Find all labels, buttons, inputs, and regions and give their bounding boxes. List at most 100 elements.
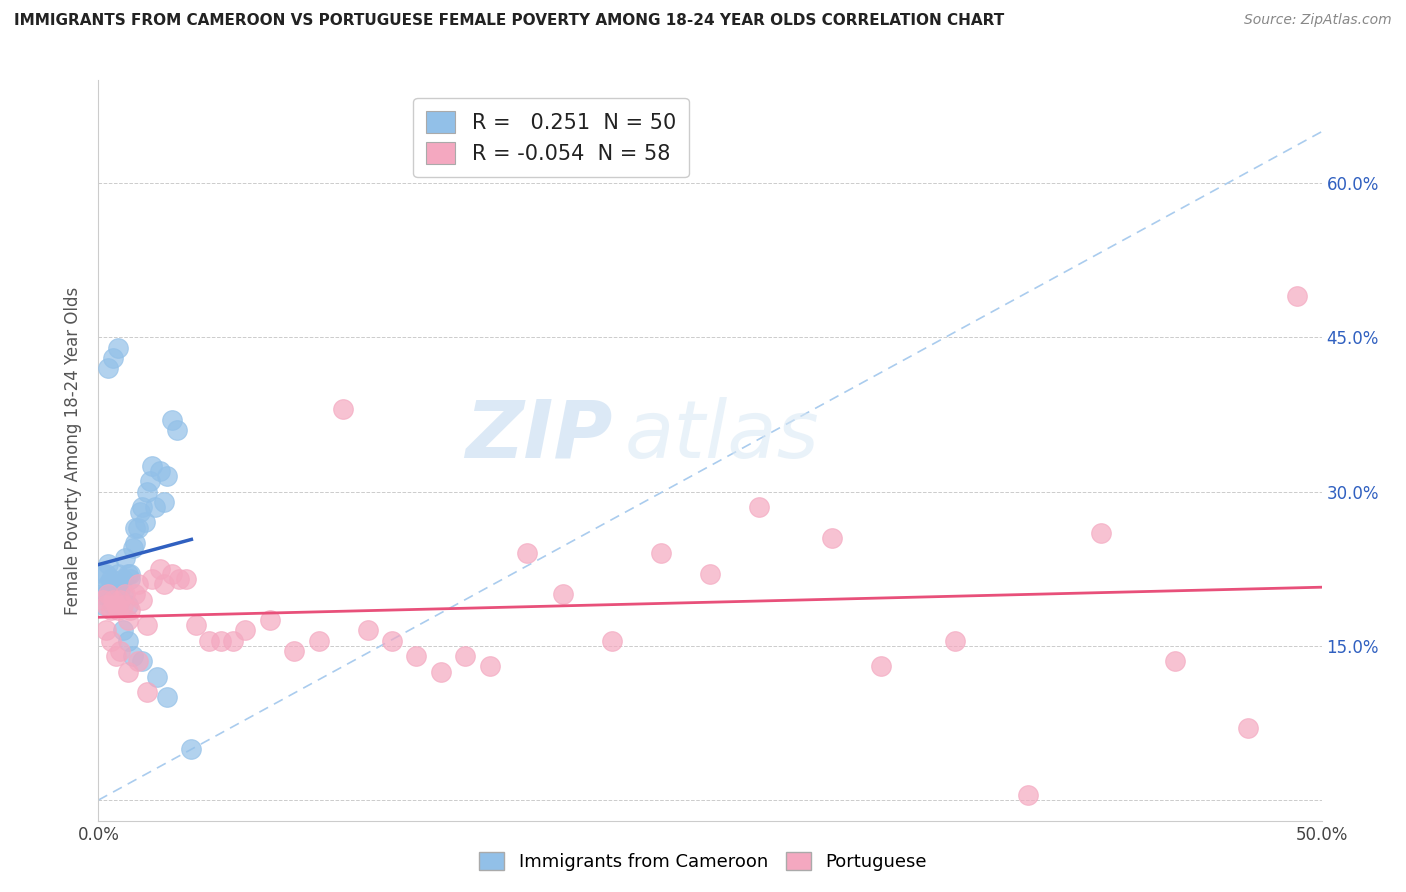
- Point: [97, 361, 120, 376]
- Point: [91, 592, 114, 607]
- Point: [107, 566, 129, 581]
- Legend: R =   0.251  N = 50, R = -0.054  N = 58: R = 0.251 N = 50, R = -0.054 N = 58: [413, 98, 689, 177]
- Point: [100, 603, 122, 617]
- Point: [515, 546, 537, 560]
- Point: [101, 351, 124, 365]
- Point: [101, 587, 124, 601]
- Point: [553, 587, 575, 601]
- Point: [233, 624, 256, 638]
- Point: [114, 587, 136, 601]
- Point: [124, 520, 146, 534]
- Point: [283, 644, 305, 658]
- Point: [197, 633, 219, 648]
- Point: [120, 566, 142, 581]
- Text: IMMIGRANTS FROM CAMEROON VS PORTUGUESE FEMALE POVERTY AMONG 18-24 YEAR OLDS CORR: IMMIGRANTS FROM CAMEROON VS PORTUGUESE F…: [14, 13, 1004, 29]
- Point: [153, 577, 176, 591]
- Point: [94, 566, 117, 581]
- Point: [101, 592, 124, 607]
- Point: [1017, 788, 1039, 802]
- Point: [121, 541, 143, 556]
- Point: [131, 592, 153, 607]
- Point: [117, 665, 139, 679]
- Point: [141, 458, 163, 473]
- Point: [124, 587, 146, 601]
- Point: [1164, 654, 1187, 668]
- Point: [166, 423, 188, 437]
- Point: [127, 577, 149, 591]
- Point: [121, 649, 143, 664]
- Point: [131, 654, 153, 668]
- Point: [141, 572, 163, 586]
- Point: [117, 566, 139, 581]
- Point: [1237, 721, 1260, 735]
- Point: [180, 741, 202, 756]
- Point: [131, 500, 153, 514]
- Point: [149, 562, 172, 576]
- Point: [117, 633, 139, 648]
- Point: [104, 577, 127, 591]
- Point: [104, 649, 127, 664]
- Point: [94, 624, 117, 638]
- Point: [332, 402, 354, 417]
- Point: [97, 557, 120, 571]
- Point: [405, 649, 427, 664]
- Point: [97, 577, 120, 591]
- Point: [101, 598, 124, 612]
- Point: [478, 659, 501, 673]
- Point: [120, 603, 142, 617]
- Point: [160, 566, 183, 581]
- Point: [110, 592, 132, 607]
- Point: [111, 587, 134, 601]
- Text: Source: ZipAtlas.com: Source: ZipAtlas.com: [1244, 13, 1392, 28]
- Point: [111, 624, 134, 638]
- Point: [124, 536, 146, 550]
- Point: [381, 633, 404, 648]
- Point: [176, 572, 198, 586]
- Point: [136, 484, 159, 499]
- Point: [1286, 289, 1309, 303]
- Point: [134, 516, 156, 530]
- Point: [91, 598, 114, 612]
- Point: [160, 412, 183, 426]
- Point: [110, 582, 132, 597]
- Point: [117, 613, 139, 627]
- Point: [91, 566, 114, 581]
- Point: [117, 598, 139, 612]
- Point: [259, 613, 281, 627]
- Point: [110, 644, 132, 658]
- Point: [600, 633, 623, 648]
- Point: [136, 618, 159, 632]
- Point: [100, 592, 122, 607]
- Point: [454, 649, 477, 664]
- Point: [186, 618, 208, 632]
- Point: [156, 469, 179, 483]
- Point: [107, 592, 129, 607]
- Point: [114, 551, 136, 566]
- Point: [650, 546, 672, 560]
- Point: [94, 598, 117, 612]
- Point: [209, 633, 232, 648]
- Point: [143, 500, 166, 514]
- Point: [97, 587, 120, 601]
- Point: [146, 670, 169, 684]
- Point: [107, 341, 129, 355]
- Point: [127, 520, 149, 534]
- Point: [111, 598, 134, 612]
- Point: [821, 531, 844, 545]
- Point: [120, 572, 142, 586]
- Point: [870, 659, 893, 673]
- Point: [156, 690, 179, 705]
- Point: [943, 633, 966, 648]
- Point: [104, 598, 127, 612]
- Point: [139, 475, 162, 489]
- Point: [110, 592, 132, 607]
- Point: [1090, 525, 1112, 540]
- Point: [356, 624, 378, 638]
- Point: [104, 582, 127, 597]
- Point: [153, 495, 176, 509]
- Point: [167, 572, 190, 586]
- Point: [699, 566, 721, 581]
- Point: [100, 633, 122, 648]
- Point: [136, 685, 159, 699]
- Point: [127, 654, 149, 668]
